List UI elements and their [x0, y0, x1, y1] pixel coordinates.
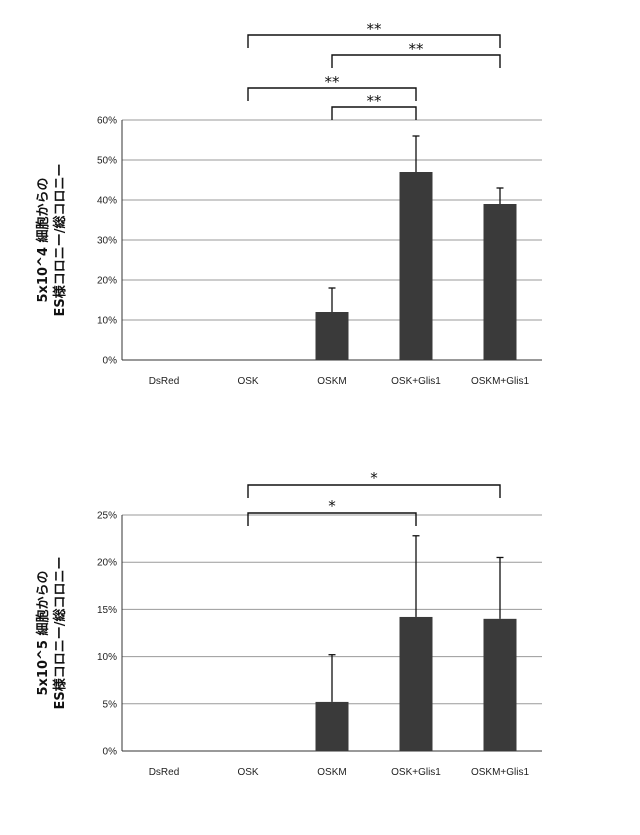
category-label: OSKM+Glis1 [471, 376, 530, 387]
category-label: OSK [237, 767, 258, 778]
significance-label: ** [367, 92, 383, 110]
chart-2: 0% 5% 10% 15% 20% 25% DsRed OSK OSKM OSK+Glis1 OSK… [35, 469, 542, 778]
significance-label: * [370, 469, 378, 487]
category-label: OSK+Glis1 [391, 767, 441, 778]
y-tick-label: 0% [103, 747, 118, 758]
bar [484, 619, 517, 751]
bar [316, 312, 349, 360]
y-axis-label-line: 5x10^5 細胞からの [35, 571, 51, 696]
category-label: OSK+Glis1 [391, 376, 441, 387]
significance-label: * [328, 497, 336, 515]
y-axis-label: 5x10^4 細胞からのES様コロニー/総コロニー [35, 164, 68, 317]
y-tick-label: 0% [103, 356, 118, 367]
y-axis-label-line: ES様コロニー/総コロニー [52, 164, 68, 317]
y-tick-label: 60% [97, 116, 117, 127]
bar [484, 204, 517, 360]
y-tick-label: 10% [97, 316, 117, 327]
significance-label: ** [325, 73, 341, 91]
bar [316, 702, 349, 751]
y-tick-label: 5% [103, 699, 118, 710]
category-label: OSKM [317, 376, 346, 387]
y-tick-label: 15% [97, 605, 117, 616]
y-tick-label: 50% [97, 156, 117, 167]
category-label: OSK [237, 376, 258, 387]
significance-label: ** [367, 20, 383, 38]
chart-1: 0% 10% 20% 30% 40% 50% 60% DsRed OSK OSKM OSK+Glis… [35, 20, 542, 387]
y-tick-label: 20% [97, 558, 117, 569]
y-tick-label: 30% [97, 236, 117, 247]
category-label: DsRed [149, 767, 180, 778]
y-tick-label: 40% [97, 196, 117, 207]
y-axis-label-line: ES様コロニー/総コロニー [52, 557, 68, 710]
category-label: OSKM+Glis1 [471, 767, 530, 778]
y-axis-label: 5x10^5 細胞からのES様コロニー/総コロニー [35, 557, 68, 710]
y-tick-label: 10% [97, 652, 117, 663]
category-label: OSKM [317, 767, 346, 778]
y-axis-label-line: 5x10^4 細胞からの [35, 178, 51, 303]
y-tick-label: 25% [97, 511, 117, 522]
bar [400, 172, 433, 360]
category-label: DsRed [149, 376, 180, 387]
y-tick-label: 20% [97, 276, 117, 287]
bar [400, 617, 433, 751]
significance-label: ** [409, 40, 425, 58]
